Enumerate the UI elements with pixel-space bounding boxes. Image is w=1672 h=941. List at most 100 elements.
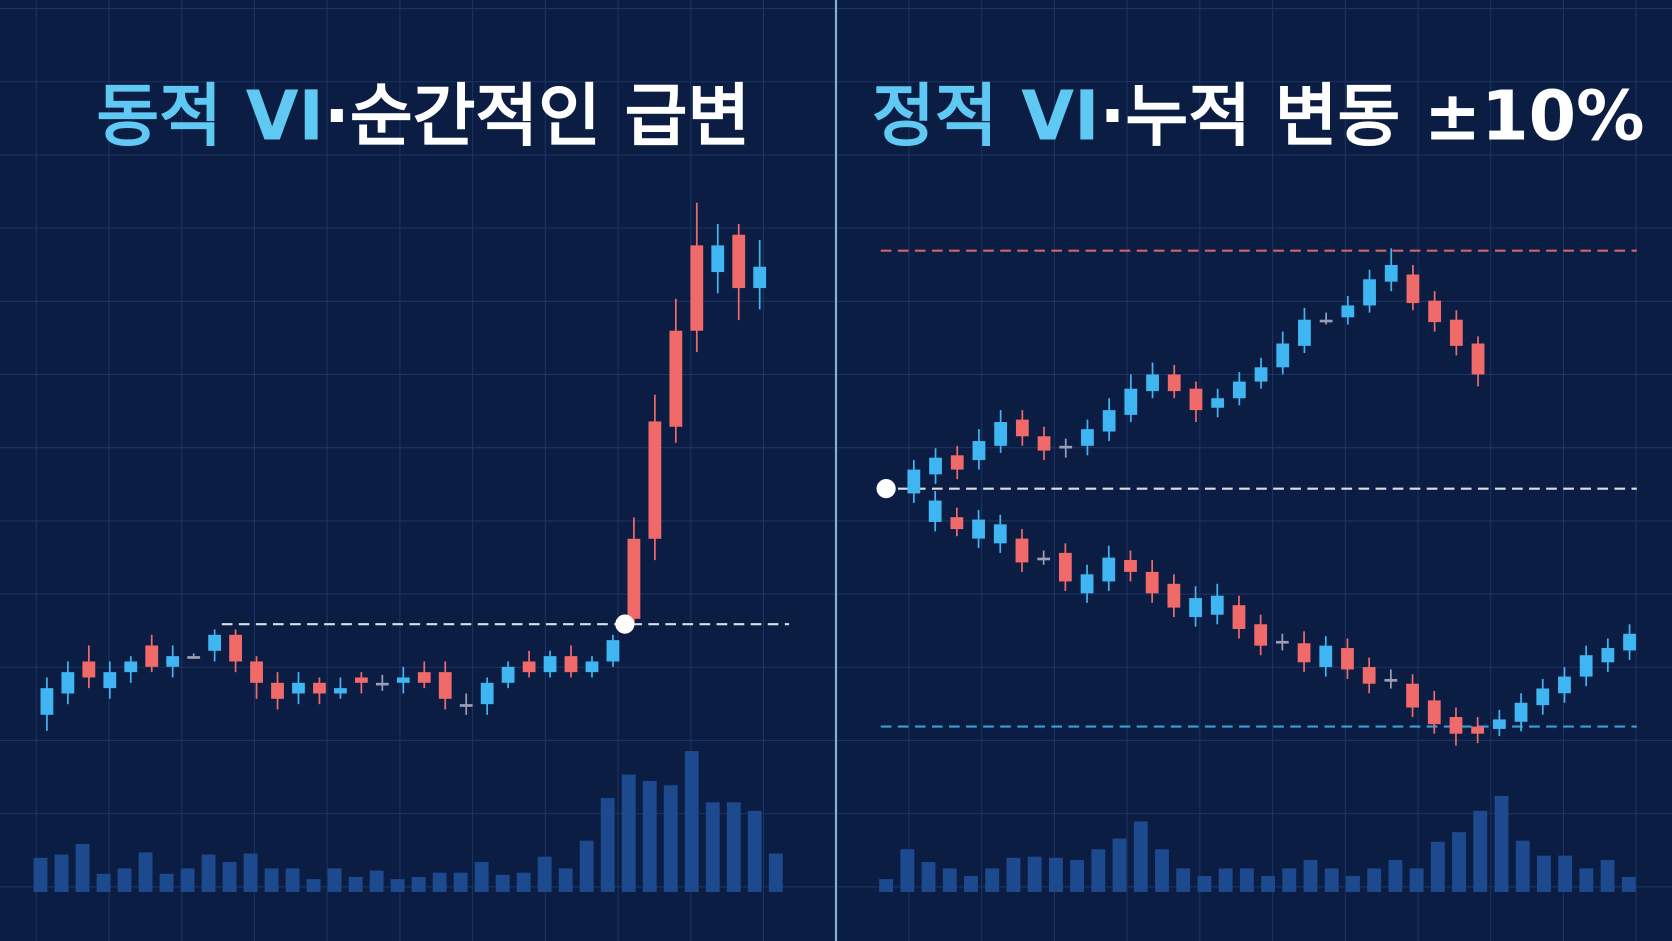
chart-title: 동적 VI·순간적인 급변 <box>96 77 750 156</box>
candle-body <box>1210 595 1224 615</box>
candle-body <box>606 640 620 662</box>
candle-body <box>396 677 410 683</box>
volume-bar <box>1027 856 1042 892</box>
candle-body <box>124 661 138 673</box>
candle-body <box>1297 643 1311 663</box>
chart-title: 정적 VI·누적 변동 ±10% <box>872 77 1645 156</box>
volume-bar <box>432 872 447 892</box>
volume-bar <box>900 849 915 892</box>
candle-body <box>1037 436 1051 451</box>
candle-body <box>1363 279 1376 306</box>
volume-bar <box>495 874 510 892</box>
candle-body <box>103 672 117 689</box>
candle-body <box>1623 633 1636 651</box>
candle-body <box>1471 343 1485 375</box>
volume-bar <box>516 872 531 892</box>
volume-bar <box>1558 855 1573 892</box>
volume-bar <box>243 853 258 892</box>
volume-bar <box>33 857 48 892</box>
volume-bar <box>1239 868 1254 892</box>
volume-bar <box>705 802 720 892</box>
candle-body <box>564 656 578 673</box>
volume-bar <box>1261 875 1276 892</box>
candle-body <box>1449 717 1463 734</box>
volume-bar <box>684 751 699 892</box>
volume-bar <box>1155 849 1169 892</box>
candle-body <box>543 656 557 673</box>
trigger-dot <box>615 614 635 634</box>
candle-body <box>1102 410 1116 432</box>
volume-bar <box>222 862 237 892</box>
volume-bar <box>75 843 90 892</box>
volume-bar <box>1324 868 1339 892</box>
candle-body <box>648 421 662 539</box>
candle-body <box>61 672 75 694</box>
volume-bar <box>306 879 321 892</box>
title-highlight: 동적 VI <box>96 77 324 156</box>
volume-bar <box>1537 855 1551 892</box>
candle-body <box>1124 560 1137 572</box>
volume-bar <box>411 876 426 892</box>
candle-body <box>1319 645 1333 668</box>
candle-body <box>1058 552 1072 582</box>
volume-bar <box>1346 875 1360 892</box>
volume-bar <box>1388 859 1403 892</box>
candle-body <box>438 672 452 699</box>
volume-bar <box>159 873 174 892</box>
volume-bar <box>180 868 195 892</box>
candle-body <box>711 245 725 273</box>
candle-body <box>1275 640 1289 644</box>
candle-body <box>907 469 921 494</box>
volume-bar <box>537 856 552 892</box>
candle-body <box>1232 605 1246 630</box>
candle-body <box>375 682 389 686</box>
candle-body <box>1145 571 1159 594</box>
candle-body <box>1319 319 1333 323</box>
candle-body <box>208 634 222 651</box>
volume-bar <box>879 879 894 892</box>
volume-bar <box>453 872 468 892</box>
candle-body <box>1167 583 1181 608</box>
candle-body <box>669 330 683 427</box>
volume-bar <box>201 854 216 892</box>
volume-bar <box>1197 875 1212 892</box>
volume-bar <box>327 868 342 892</box>
volume-bar <box>1303 859 1318 892</box>
volume-bar <box>96 873 111 892</box>
volume-bar <box>369 870 384 892</box>
volume-bar <box>642 780 657 892</box>
title-highlight: 정적 VI <box>872 77 1100 156</box>
volume-bar <box>964 875 978 892</box>
candle-body <box>993 524 1007 544</box>
candle-body <box>994 422 1008 446</box>
volume-bar <box>1218 868 1233 892</box>
volume-bar <box>1600 859 1615 892</box>
candle-body <box>1211 398 1225 408</box>
volume-bar <box>985 868 1000 892</box>
candle-body <box>501 666 515 683</box>
candle-body <box>187 656 201 659</box>
candle-body <box>1015 419 1029 437</box>
candle-body <box>1232 381 1246 399</box>
candle-body <box>1298 319 1311 346</box>
volume-bar <box>474 862 489 892</box>
candle-body <box>334 688 347 694</box>
title-rest: ·순간적인 급변 <box>324 77 750 156</box>
candle-body <box>1601 648 1615 663</box>
volume-bar <box>1452 832 1466 892</box>
candle-body <box>732 234 746 289</box>
candle-body <box>753 266 767 289</box>
candle-body <box>1341 648 1354 670</box>
candle-body <box>1015 538 1029 563</box>
candle-body <box>480 682 494 705</box>
candle-body <box>627 538 641 619</box>
volume-bar <box>1282 868 1297 892</box>
candle-body <box>1384 264 1398 282</box>
candle-body <box>1059 445 1073 449</box>
candle-body <box>1189 388 1203 411</box>
volume-bar <box>768 853 783 892</box>
candle-body <box>229 634 242 662</box>
volume-bar <box>54 854 69 892</box>
candle-body <box>1080 574 1094 594</box>
candle-body <box>1492 719 1506 729</box>
